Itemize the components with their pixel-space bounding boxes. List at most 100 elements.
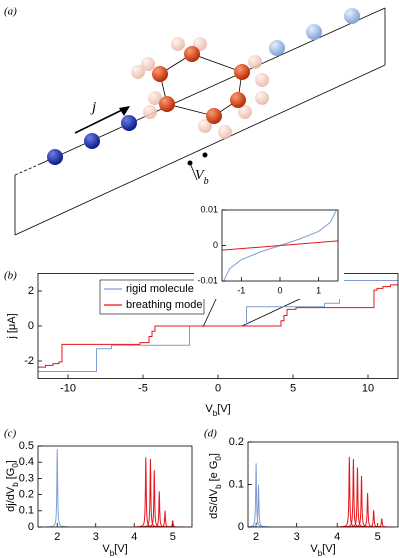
label-text: ] <box>208 453 220 456</box>
x-tick-label: 0 <box>215 382 221 394</box>
y-tick-label: 0 <box>213 240 218 250</box>
plot-frame <box>37 445 193 528</box>
voltage-symbol: V <box>195 168 205 183</box>
y-tick-label: -0.01 <box>197 275 218 285</box>
current-label: j <box>90 99 96 115</box>
lead-atom <box>47 149 63 165</box>
label-text: [G <box>5 468 17 483</box>
y-tick-label: 0.2 <box>19 489 34 501</box>
x-tick-label: 3 <box>93 531 99 543</box>
label-text: dS/dV <box>208 488 220 519</box>
axis-label: j [μA] <box>6 313 18 339</box>
label-text: [V] <box>114 543 127 555</box>
atom-ghost <box>131 65 145 79</box>
axis-label: Vb[V] <box>102 543 127 558</box>
label-text: V <box>205 403 213 415</box>
peak <box>248 484 271 527</box>
y-tick-label: 0.1 <box>19 505 34 517</box>
atom-ghost <box>255 91 269 105</box>
panel-label: (a) <box>4 6 17 18</box>
y-tick-label: 0.1 <box>229 478 244 490</box>
atom <box>184 46 200 62</box>
atom-ghost <box>143 105 157 119</box>
label-text: dj/dV <box>5 486 17 512</box>
atom <box>206 108 222 124</box>
inset-background <box>194 202 344 299</box>
label-text: [e G <box>208 461 220 485</box>
series-line <box>38 284 398 368</box>
atom-ghost <box>248 55 262 69</box>
peak <box>248 463 269 527</box>
panel-label: (b) <box>4 270 17 282</box>
legend-box <box>99 279 205 315</box>
label-subscript: b <box>214 484 223 489</box>
x-tick-label: 5 <box>375 531 381 543</box>
plane-edge <box>14 64 386 236</box>
atom <box>159 96 175 112</box>
atom-ghost <box>218 125 232 139</box>
legend-label: rigid molecule <box>126 283 194 295</box>
plane-edge <box>14 163 41 176</box>
plot-area <box>248 456 394 527</box>
x-tick-label: -10 <box>60 382 76 394</box>
x-tick-label: 1 <box>316 285 321 295</box>
legend-label: breathing mode <box>126 299 202 311</box>
terminal <box>187 160 193 166</box>
label-subscript: 0 <box>11 463 20 468</box>
atom <box>234 64 250 80</box>
x-tick-label: 4 <box>131 531 137 543</box>
label-text: V <box>310 543 318 555</box>
peak <box>45 449 69 527</box>
current-arrow <box>74 108 125 134</box>
atom-ghost <box>255 73 269 87</box>
molecule <box>131 37 269 139</box>
atom-ghost <box>141 57 155 71</box>
arrow-head <box>119 106 130 116</box>
label-subscript: 0 <box>214 456 223 461</box>
atom-ghost <box>238 105 252 119</box>
label-subscript: b <box>11 482 20 487</box>
lead-wire <box>189 162 198 181</box>
plot-frame <box>221 209 339 282</box>
atom <box>230 92 246 108</box>
label-text: j [μA] <box>6 313 18 339</box>
x-tick-label: 5 <box>290 382 296 394</box>
label-subscript: b <box>318 549 323 558</box>
plot-frame <box>247 441 399 528</box>
x-tick-label: -5 <box>138 382 148 394</box>
axis-label: Vb[V] <box>205 403 230 418</box>
x-tick-label: 5 <box>170 531 176 543</box>
y-tick-label: 0.01 <box>200 204 218 214</box>
label-text: [V] <box>217 403 230 415</box>
y-tick-label: 0.5 <box>19 440 34 452</box>
y-tick-label: 0.4 <box>19 456 34 468</box>
y-tick-label: 0.2 <box>229 436 244 448</box>
lead-atom <box>306 24 322 40</box>
y-tick-label: 0 <box>28 320 34 332</box>
label-subscript: b <box>213 409 218 418</box>
x-tick-label: 10 <box>362 382 374 394</box>
y-tick-label: -2 <box>24 355 34 367</box>
label-subscript: b <box>110 549 115 558</box>
lead-atom <box>84 133 100 149</box>
terminal <box>202 152 208 158</box>
label-text: ] <box>5 460 17 463</box>
y-tick-label: 0.3 <box>19 472 34 484</box>
plot-area <box>38 280 398 372</box>
label-text: V <box>102 543 110 555</box>
y-tick-label: 2 <box>28 285 34 297</box>
plot-area <box>45 449 185 527</box>
atom-ghost <box>148 91 162 105</box>
atom-ghost <box>171 37 185 51</box>
voltage-subscript: b <box>204 176 209 187</box>
axis-label: dj/dVb [G0] <box>5 460 20 512</box>
y-tick-label: 0 <box>238 521 244 533</box>
y-tick-label: 0 <box>28 521 34 533</box>
atom-ghost <box>198 119 212 133</box>
x-tick-label: 0 <box>277 285 282 295</box>
series-line <box>222 240 338 251</box>
panel-label: (d) <box>204 428 217 440</box>
axis-label: dS/dVb [e G0] <box>208 453 223 519</box>
